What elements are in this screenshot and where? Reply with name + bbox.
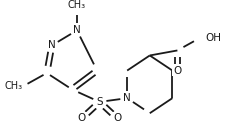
Text: O: O [78, 113, 86, 123]
Text: N: N [123, 93, 131, 103]
Text: N: N [48, 40, 56, 50]
Text: S: S [96, 97, 103, 107]
Text: O: O [173, 66, 181, 76]
Text: O: O [113, 113, 121, 123]
Text: N: N [73, 25, 81, 35]
Text: CH₃: CH₃ [5, 81, 23, 91]
Text: OH: OH [205, 33, 221, 43]
Text: CH₃: CH₃ [68, 0, 86, 10]
